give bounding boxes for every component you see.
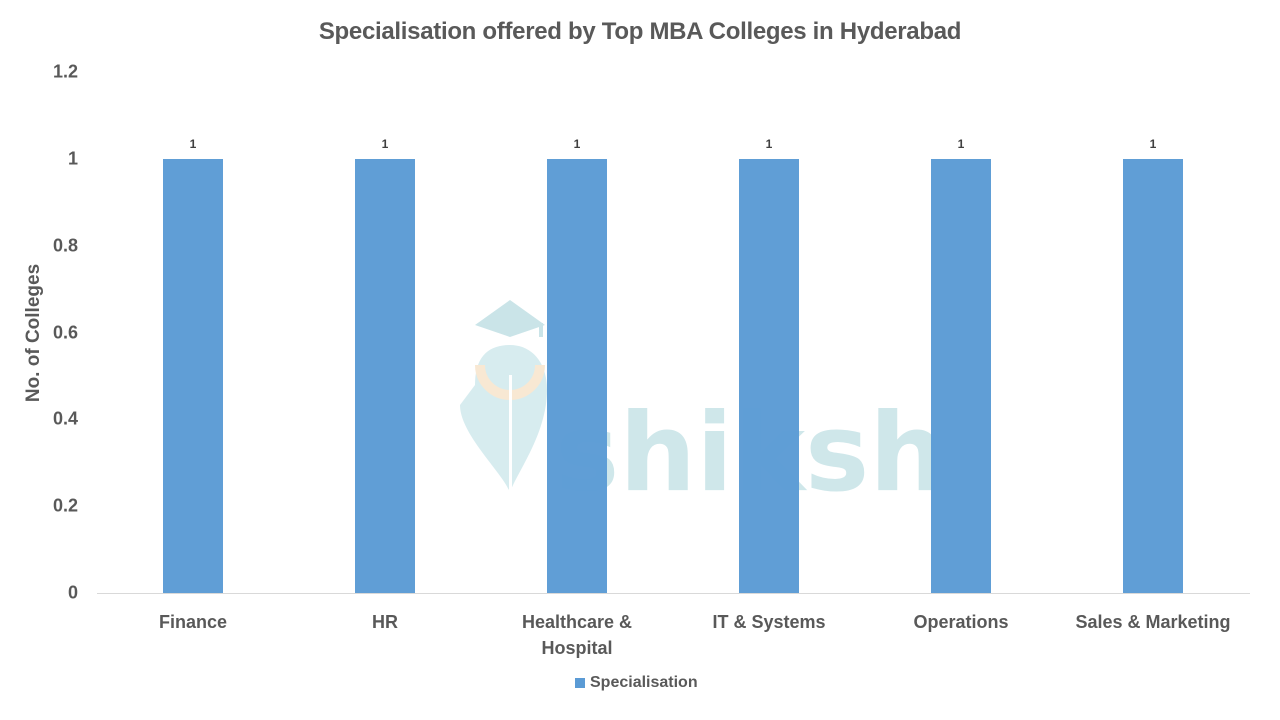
bar [739, 158, 799, 593]
bar [163, 158, 223, 593]
chart-title: Specialisation offered by Top MBA Colleg… [318, 18, 962, 45]
bar [931, 158, 991, 593]
x-tick-label: IT & Systems [712, 612, 826, 632]
x-axis-line [97, 593, 1250, 594]
legend-swatch [575, 678, 585, 688]
data-label: 1 [189, 136, 197, 151]
data-label: 1 [957, 136, 965, 151]
data-label: 1 [573, 136, 581, 151]
x-tick-label: HR [372, 612, 398, 632]
x-tick-label: Healthcare & Hospital [521, 612, 633, 658]
y-tick-label: 1 [67, 148, 78, 169]
y-tick-label: 1.2 [52, 61, 78, 82]
x-tick-label: Operations [913, 612, 1009, 632]
x-tick-label: Sales & Marketing [1075, 612, 1231, 632]
legend-label: Specialisation [590, 674, 698, 691]
x-tick-label: Finance [158, 612, 228, 632]
legend: Specialisation [575, 674, 698, 692]
y-tick-label: 0.6 [52, 322, 78, 342]
y-tick-label: 0.8 [52, 235, 78, 256]
data-label: 1 [381, 136, 389, 151]
bar [355, 158, 415, 593]
bar [547, 158, 607, 593]
y-tick-label: 0.4 [52, 408, 78, 429]
bar [1123, 158, 1183, 593]
data-label: 1 [1149, 136, 1157, 151]
y-tick-label: 0.2 [52, 495, 78, 516]
y-tick-label: 0 [67, 582, 78, 603]
shiksha-watermark-logo: shiksha [460, 300, 935, 495]
data-label: 1 [765, 136, 773, 151]
y-axis-label: No. of Colleges [23, 263, 44, 403]
